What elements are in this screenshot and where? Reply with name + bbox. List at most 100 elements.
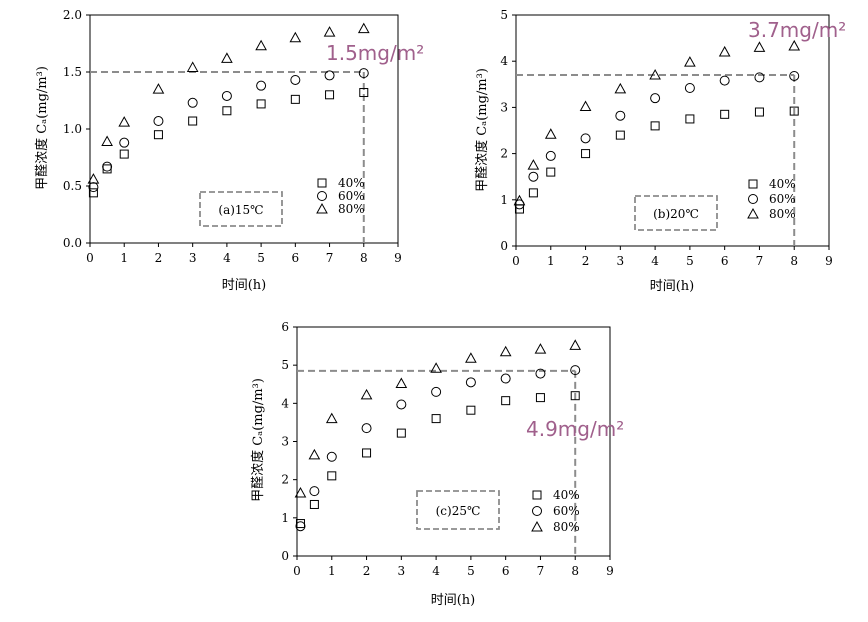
data-point: [256, 80, 267, 91]
x-axis-label: 时间(h): [431, 593, 476, 608]
legend-marker: [747, 207, 759, 219]
data-point: [579, 100, 592, 111]
legend-marker: [748, 194, 758, 204]
y-tick-label: 0: [500, 239, 508, 253]
panel-title: (c)25℃: [436, 504, 481, 518]
chart-panel-3: 0 1 2 3 4 5 6 7 8 9 0 1 2 3 4 5 6 时间(h) 甲醛浓度 Cₐ(mg/m³) (c)2…: [250, 320, 624, 608]
y-tick-label: 2: [281, 473, 289, 487]
data-point: [256, 99, 266, 109]
data-point: [396, 399, 407, 410]
x-tick-label: 2: [155, 251, 163, 265]
x-tick-label: 2: [582, 254, 590, 268]
legend-label: 60%: [769, 192, 796, 206]
x-tick-label: 5: [686, 254, 694, 268]
data-point: [789, 70, 800, 81]
condition-box: [199, 191, 283, 227]
legend-label: 80%: [553, 520, 580, 534]
y-tick-label: 4: [500, 54, 508, 68]
data-point: [753, 41, 766, 52]
data-point: [569, 339, 582, 350]
data-point: [290, 94, 300, 104]
y-tick-label: 5: [500, 8, 508, 22]
data-point: [431, 414, 441, 424]
data-point: [789, 106, 799, 116]
series-80pct: [87, 22, 370, 184]
x-tick-label: 1: [120, 251, 128, 265]
data-point: [325, 90, 335, 100]
x-tick-label: 9: [825, 254, 833, 268]
x-tick-label: 1: [547, 254, 555, 268]
y-tick-label: 2.0: [63, 8, 82, 22]
data-point: [255, 39, 267, 51]
data-point: [720, 109, 730, 119]
data-point: [501, 396, 511, 406]
y-axis-label: 甲醛浓度 Cₐ(mg/m³): [34, 66, 50, 190]
data-point: [430, 362, 442, 373]
legend-marker: [748, 179, 758, 189]
y-tick-label: 2: [500, 147, 508, 161]
series-60pct: [88, 68, 369, 193]
data-point: [362, 448, 372, 458]
x-tick-label: 2: [363, 564, 371, 578]
panel-title: (a)15℃: [218, 203, 263, 217]
series-80pct: [294, 339, 582, 498]
data-point: [188, 116, 198, 126]
data-point: [119, 149, 129, 159]
data-point: [88, 188, 98, 198]
data-point: [357, 22, 370, 34]
y-tick-label: 1.5: [63, 65, 82, 79]
data-point: [465, 377, 476, 388]
x-tick-label: 9: [606, 564, 614, 578]
x-tick-label: 8: [790, 254, 798, 268]
x-tick-label: 5: [467, 564, 475, 578]
data-point: [324, 70, 335, 81]
value-annotation: 3.7mg/m²: [748, 18, 846, 42]
y-axis-label: 甲醛浓度 Cₐ(mg/m³): [250, 378, 266, 502]
y-tick-label: 1: [281, 511, 289, 525]
data-point: [327, 471, 337, 481]
data-point: [186, 61, 199, 72]
x-tick-label: 4: [223, 251, 231, 265]
data-point: [360, 388, 373, 400]
data-point: [221, 52, 233, 63]
data-point: [535, 368, 546, 379]
x-axis-label: 时间(h): [650, 279, 695, 294]
data-point: [500, 373, 511, 384]
data-point: [187, 97, 198, 108]
data-point: [308, 448, 321, 460]
data-point: [295, 519, 305, 529]
data-point: [102, 164, 112, 174]
data-point: [153, 130, 163, 140]
x-tick-label: 4: [651, 254, 659, 268]
legend-marker: [532, 490, 542, 500]
data-point: [535, 393, 545, 403]
data-point: [290, 74, 301, 85]
data-point: [649, 69, 661, 80]
series-40pct: [514, 106, 799, 214]
x-tick-label: 6: [721, 254, 729, 268]
y-tick-label: 3: [500, 100, 508, 114]
data-point: [581, 149, 591, 159]
y-tick-label: 3: [281, 435, 289, 449]
data-point: [325, 412, 338, 424]
data-point: [466, 405, 476, 415]
x-axis-label: 时间(h): [222, 278, 267, 293]
x-tick-label: 0: [512, 254, 520, 268]
chart-panel-2: 0 1 2 3 4 5 6 7 8 9 0 1 2 3 4 5 时间(h) 甲醛浓度 Cₐ(mg/m³) (b)20…: [474, 8, 846, 294]
x-tick-label: 7: [537, 564, 545, 578]
legend: 40% 60% 80%: [531, 488, 580, 534]
data-point: [754, 107, 764, 117]
x-tick-label: 1: [328, 564, 336, 578]
x-tick-label: 5: [257, 251, 265, 265]
data-point: [614, 82, 627, 94]
y-tick-label: 6: [281, 320, 289, 334]
legend-label: 60%: [553, 504, 580, 518]
data-point: [295, 521, 306, 532]
legend-marker: [316, 202, 328, 214]
chart-panel-1: 0 1 2 3 4 5 6 7 8 9 0.0 0.5 1.0 1.5 2.0 时间(h) 甲醛浓度 Cₐ(mg…: [34, 8, 424, 293]
y-tick-label: 0: [281, 549, 289, 563]
data-point: [289, 31, 302, 43]
data-point: [358, 68, 369, 79]
data-point: [101, 135, 113, 147]
